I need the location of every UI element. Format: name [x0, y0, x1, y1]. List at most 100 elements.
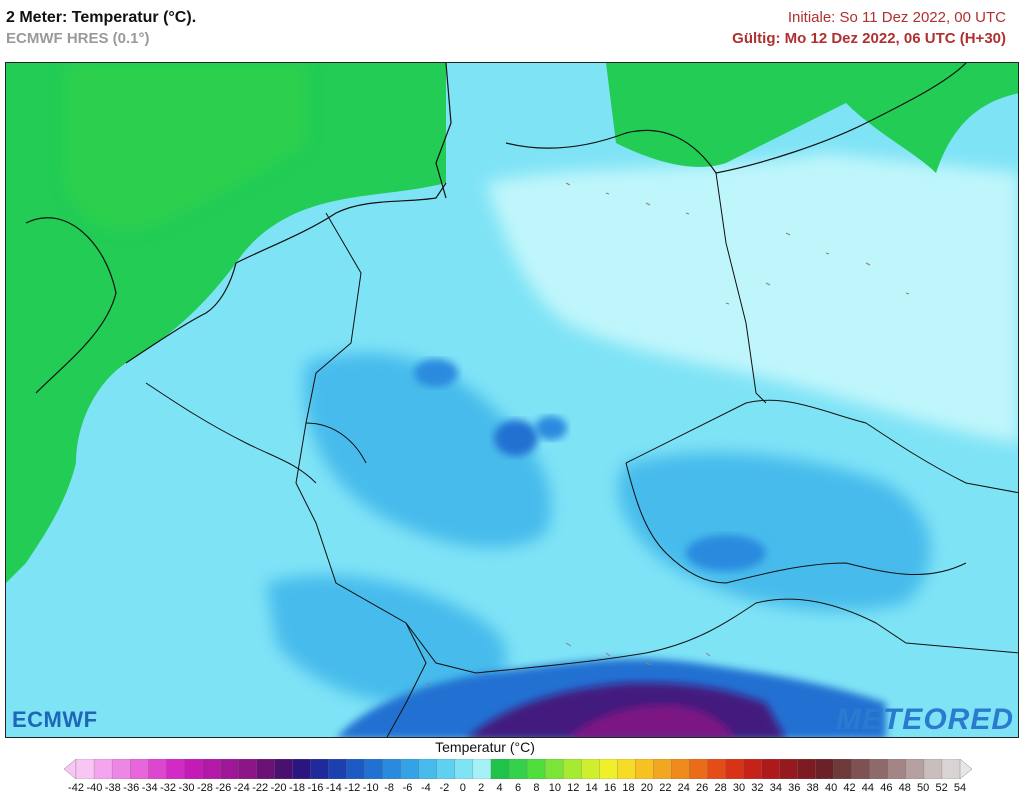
- legend-tick-label: 50: [917, 782, 930, 794]
- legend-tick-label: -14: [325, 782, 342, 794]
- map-canvas: [6, 63, 1018, 737]
- legend-arrow-right: [959, 759, 972, 779]
- legend-tick-label: 52: [935, 782, 948, 794]
- legend-tick-label: 2: [478, 782, 485, 794]
- cold-spot-1: [414, 359, 458, 387]
- cold-spot-4: [686, 535, 766, 571]
- map-title: 2 Meter: Temperatur (°C).: [6, 9, 197, 26]
- border-germany-poland: [715, 172, 767, 404]
- border-czech-south: [625, 462, 967, 584]
- legend-tick-label: -20: [270, 782, 287, 794]
- border-czech-north: [625, 399, 1018, 494]
- legend-tick-label: -26: [215, 782, 232, 794]
- legend-title: Temperatur (°C): [435, 739, 535, 755]
- legend-tick-label: 4: [496, 782, 503, 794]
- legend-swatch: [743, 759, 763, 779]
- legend-ticks: -42 -40 -38 -36 -34 -32 -30 -28 -26 -24 -22 -20 -18-…: [64, 782, 972, 796]
- legend-swatch: [544, 759, 564, 779]
- legend-swatch: [310, 759, 330, 779]
- legend-tick-label: 32: [751, 782, 764, 794]
- legend-swatch: [328, 759, 348, 779]
- legend-tick-label: 36: [788, 782, 801, 794]
- initial-time: Initiale: So 11 Dez 2022, 00 UTC: [787, 9, 1006, 26]
- legend-tick-label: 44: [861, 782, 875, 794]
- model-name: ECMWF HRES (0.1°): [6, 30, 150, 47]
- legend-tick-label: -30: [178, 782, 195, 794]
- legend-swatch: [238, 759, 257, 779]
- legend-swatch: [851, 759, 871, 779]
- legend-swatch: [941, 759, 961, 779]
- legend-tick-label: 46: [880, 782, 893, 794]
- ecmwf-logo-text: ECMWF: [12, 707, 98, 732]
- coastline-england: [25, 217, 117, 394]
- legend-tick-label: -16: [307, 782, 324, 794]
- legend-tick-label: 0: [459, 782, 466, 794]
- legend-swatch: [905, 759, 925, 779]
- legend-arrow-left: [64, 759, 77, 779]
- legend-tick-label: 38: [806, 782, 819, 794]
- legend-tick-label: 26: [696, 782, 709, 794]
- legend-tick-label: 14: [585, 782, 598, 794]
- legend-swatch: [274, 759, 293, 779]
- legend-swatch: [725, 759, 744, 779]
- cool-zone-czech: [618, 452, 931, 611]
- legend-swatch: [562, 759, 582, 779]
- legend-swatch: [382, 759, 402, 779]
- legend-tick-label: 8: [533, 782, 540, 794]
- ecmwf-logo: ECMWF: [12, 707, 98, 733]
- legend-swatch: [815, 759, 835, 779]
- legend-swatch: [526, 759, 546, 779]
- legend-tick-label: 48: [898, 782, 911, 794]
- legend-tick-label: -10: [362, 782, 379, 794]
- legend-tick-label: 18: [622, 782, 635, 794]
- legend-swatch: [472, 759, 492, 779]
- legend-swatch: [887, 759, 907, 779]
- alps-coldest: [568, 704, 735, 737]
- pale-zone-northeast: [486, 153, 1018, 443]
- legend-tick-label: 30: [732, 782, 746, 794]
- legend-swatch: [599, 759, 618, 779]
- header-right: Initiale: So 11 Dez 2022, 00 UTC Gültig:…: [732, 8, 1006, 50]
- meteored-logo: METEORED: [836, 703, 1014, 737]
- legend-tick-label: 54: [953, 782, 967, 794]
- temperature-map[interactable]: [5, 62, 1019, 738]
- legend-swatch: [220, 759, 239, 779]
- legend-swatch: [617, 759, 636, 779]
- legend-tick-label: -34: [141, 782, 158, 794]
- legend-swatch: [346, 759, 366, 779]
- meteored-logo-text: METEORED: [835, 703, 1014, 736]
- north-sea-warmer: [66, 63, 306, 229]
- legend-tick-label: -40: [86, 782, 103, 794]
- cool-zone-central: [304, 353, 552, 548]
- legend-tick-label: 34: [769, 782, 782, 794]
- border-france-belgium: [145, 382, 317, 484]
- legend-tick-label: -6: [402, 782, 413, 794]
- legend-swatch: [292, 759, 311, 779]
- coastline-north: [235, 182, 447, 264]
- legend-tick-label: -18: [289, 782, 305, 794]
- header-left: 2 Meter: Temperatur (°C). ECMWF HRES (0.…: [6, 8, 196, 50]
- coastline-denmark: [435, 63, 452, 199]
- legend-swatch: [797, 759, 817, 779]
- legend-swatch: [671, 759, 690, 779]
- legend-swatch: [653, 759, 672, 779]
- legend-swatch: [508, 759, 528, 779]
- lakes-group: [425, 182, 910, 686]
- legend-swatch: [635, 759, 654, 779]
- legend-swatch: [833, 759, 853, 779]
- legend-tick-label: -38: [104, 782, 121, 794]
- legend-swatch: [364, 759, 384, 779]
- legend-tick-label: -12: [344, 782, 361, 794]
- valid-time: Gültig: Mo 12 Dez 2022, 06 UTC (H+30): [732, 30, 1006, 47]
- legend-swatch: [436, 759, 456, 779]
- legend-swatch: [707, 759, 726, 779]
- legend-tick-label: 22: [659, 782, 672, 794]
- legend-swatch: [418, 759, 438, 779]
- legend-swatch: [761, 759, 781, 779]
- legend-swatch: [93, 759, 113, 779]
- legend-tick-label: 10: [548, 782, 561, 794]
- border-luxembourg: [305, 422, 367, 464]
- legend-swatch: [400, 759, 420, 779]
- legend-tick-label: -42: [68, 782, 84, 794]
- legend-tick-label: 12: [567, 782, 580, 794]
